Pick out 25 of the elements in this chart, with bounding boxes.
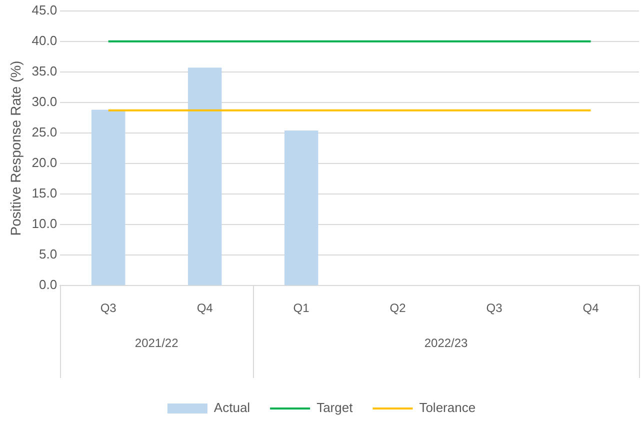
bar [91, 110, 126, 286]
y-tick-label: 40.0 [32, 32, 58, 48]
text: 2022/23 [424, 336, 468, 350]
y-axis-title: Positive Response Rate (%) [7, 60, 24, 236]
legend-label: Actual [214, 400, 250, 416]
y-tick-label: 30.0 [32, 94, 58, 109]
y-tick-label: 0.0 [39, 277, 58, 292]
y-tick-label: 10.0 [32, 216, 58, 232]
x-tick-label: Q1 [293, 301, 310, 316]
legend-label: Tolerance [419, 400, 476, 416]
y-tick-label: 35.0 [32, 63, 58, 78]
text: 2021/22 [134, 336, 179, 350]
x-tick-label: Q3 [100, 301, 117, 316]
y-tick-label: 5.0 [39, 246, 58, 262]
legend-label: Target [316, 400, 354, 416]
bar [188, 68, 222, 286]
x-tick-label: Q4 [582, 301, 600, 316]
y-tick-label: 45.0 [32, 2, 58, 18]
bar [284, 130, 318, 286]
y-tick-label: 20.0 [32, 155, 58, 170]
x-tick-label: Q4 [196, 301, 214, 316]
x-tick-label: Q2 [390, 301, 406, 316]
y-tick-label: 25.0 [32, 124, 58, 140]
y-tick-label: 15.0 [32, 186, 58, 201]
x-tick-label: Q3 [486, 301, 503, 316]
